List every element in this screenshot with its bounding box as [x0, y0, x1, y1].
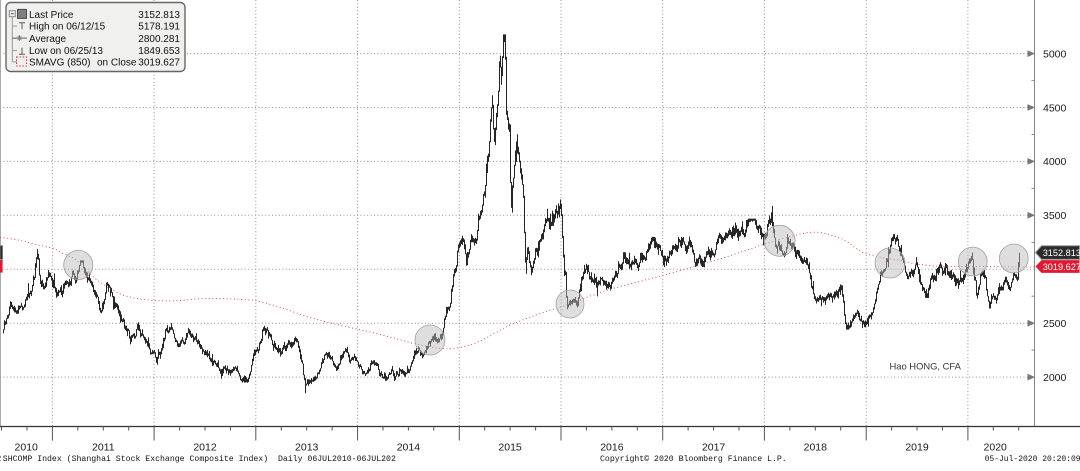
svg-text:Hao HONG, CFA: Hao HONG, CFA	[890, 361, 962, 372]
svg-text:2016: 2016	[600, 442, 624, 454]
svg-text:05-Jul-2020 20:20:09: 05-Jul-2020 20:20:09	[985, 455, 1080, 464]
svg-text:2014: 2014	[397, 442, 421, 454]
svg-text:2015: 2015	[498, 442, 522, 454]
svg-text:2019: 2019	[905, 442, 929, 454]
svg-text:2013: 2013	[295, 442, 319, 454]
svg-text:2017: 2017	[702, 442, 726, 454]
svg-text:3019.627: 3019.627	[138, 58, 180, 69]
svg-text:2020: 2020	[984, 442, 1008, 454]
svg-text:2000: 2000	[1043, 372, 1067, 384]
svg-text:3500: 3500	[1043, 210, 1067, 222]
svg-text:Last Price: Last Price	[29, 10, 74, 21]
svg-text:Copyright© 2020 Bloomberg Fina: Copyright© 2020 Bloomberg Finance L.P.	[600, 454, 787, 464]
svg-text:5000: 5000	[1043, 48, 1067, 60]
svg-text:4000: 4000	[1043, 156, 1067, 168]
svg-text:5178.191: 5178.191	[138, 22, 180, 33]
svg-text:2010: 2010	[15, 442, 39, 454]
svg-text:3152.813: 3152.813	[1043, 248, 1080, 258]
svg-text:High on 06/12/15: High on 06/12/15	[29, 22, 106, 33]
svg-text:3019.627: 3019.627	[1043, 262, 1080, 272]
svg-text:4500: 4500	[1043, 102, 1067, 114]
svg-text:SHCOMP Index (Shanghai Stock E: SHCOMP Index (Shanghai Stock Exchange Co…	[3, 454, 396, 464]
svg-text:2011: 2011	[92, 442, 115, 454]
svg-text:2012: 2012	[193, 442, 217, 454]
svg-text:3152.813: 3152.813	[138, 10, 180, 21]
svg-text:2800.281: 2800.281	[138, 34, 180, 45]
svg-text:2: 2	[0, 455, 1, 464]
svg-text:on Close: on Close	[97, 58, 137, 69]
svg-text:SMAVG (850): SMAVG (850)	[29, 58, 91, 69]
svg-text:2018: 2018	[804, 442, 828, 454]
svg-text:1849.653: 1849.653	[138, 46, 180, 57]
svg-text:2500: 2500	[1043, 318, 1067, 330]
svg-text:Average: Average	[29, 34, 67, 45]
svg-text:Low on 06/25/13: Low on 06/25/13	[29, 46, 103, 57]
